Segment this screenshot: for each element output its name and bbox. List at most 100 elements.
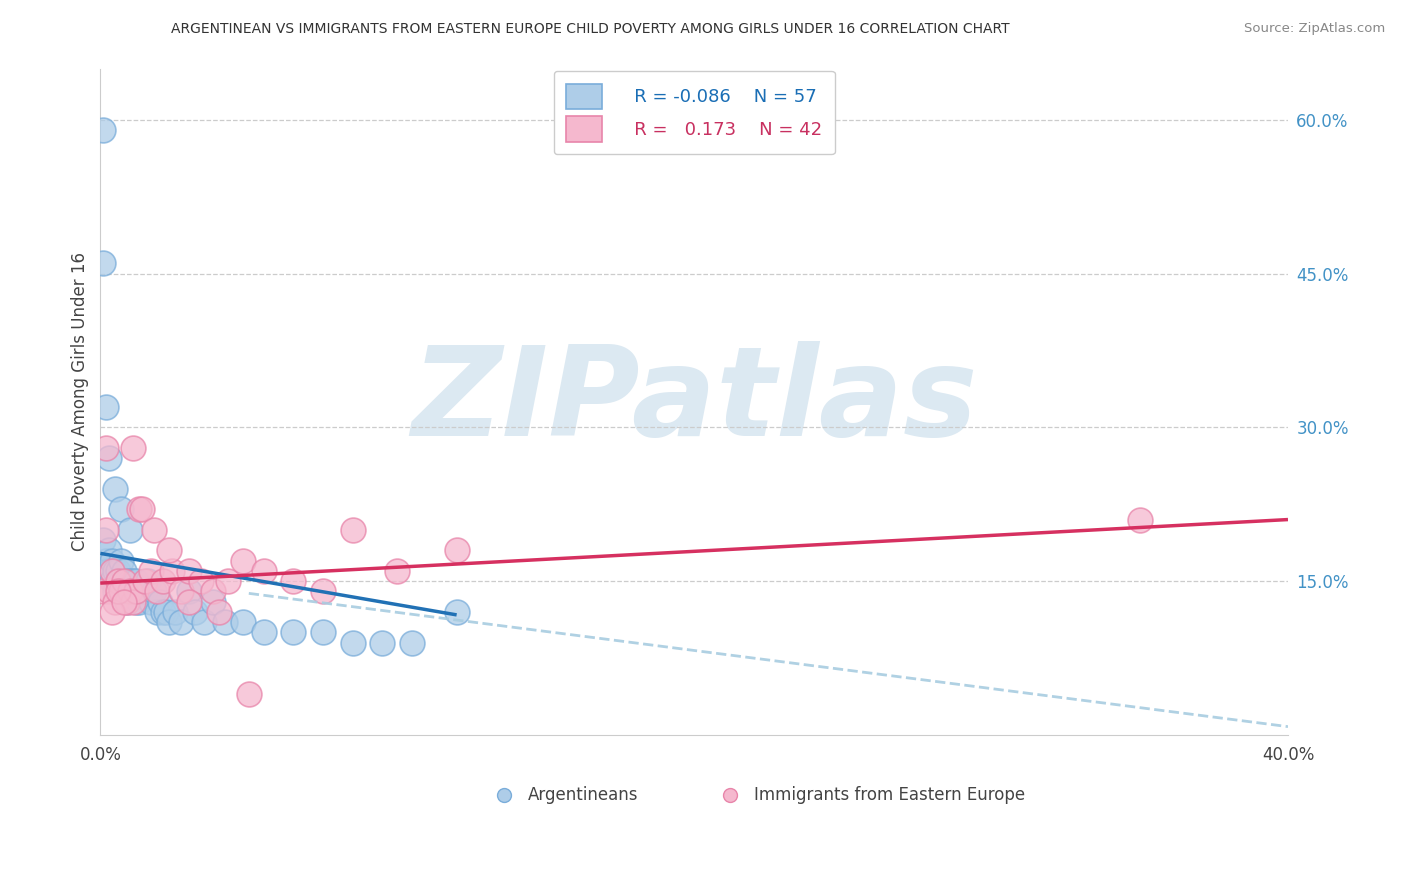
Point — [446, 605, 468, 619]
Point — [118, 584, 141, 599]
Point — [142, 584, 165, 599]
Point — [112, 584, 135, 599]
Point — [110, 574, 132, 588]
Point — [139, 594, 162, 608]
Point — [152, 605, 174, 619]
Point — [131, 502, 153, 516]
Point — [98, 584, 121, 599]
Point — [98, 564, 121, 578]
Point — [253, 564, 276, 578]
Point — [118, 584, 141, 599]
Point — [104, 564, 127, 578]
Point — [446, 543, 468, 558]
Point — [238, 687, 260, 701]
Point — [101, 553, 124, 567]
Point — [134, 584, 156, 599]
Point — [125, 594, 148, 608]
Point — [1098, 820, 1121, 834]
Text: Source: ZipAtlas.com: Source: ZipAtlas.com — [1244, 22, 1385, 36]
Point — [101, 605, 124, 619]
Point — [91, 533, 114, 547]
Text: Immigrants from Eastern Europe: Immigrants from Eastern Europe — [754, 786, 1025, 804]
Point — [115, 594, 138, 608]
Point — [157, 543, 180, 558]
Point — [104, 584, 127, 599]
Point — [107, 574, 129, 588]
Point — [96, 564, 118, 578]
Point — [91, 123, 114, 137]
Point — [112, 594, 135, 608]
Point — [98, 451, 121, 466]
Point — [193, 615, 215, 629]
Point — [107, 564, 129, 578]
Point — [283, 574, 305, 588]
Point — [104, 482, 127, 496]
Point — [104, 594, 127, 608]
Point — [125, 584, 148, 599]
Point — [217, 574, 239, 588]
Point — [1128, 512, 1150, 526]
Point — [342, 635, 364, 649]
Point — [91, 584, 114, 599]
Point — [312, 584, 335, 599]
Point — [312, 625, 335, 640]
Point — [163, 605, 186, 619]
Point — [169, 615, 191, 629]
Point — [283, 625, 305, 640]
Point — [112, 564, 135, 578]
Point — [145, 584, 167, 599]
Point — [208, 605, 231, 619]
Point — [122, 441, 145, 455]
Point — [110, 584, 132, 599]
Point — [91, 256, 114, 270]
Point — [214, 615, 236, 629]
Point — [160, 564, 183, 578]
Point — [98, 543, 121, 558]
Point — [115, 594, 138, 608]
Point — [96, 553, 118, 567]
Point — [128, 502, 150, 516]
Point — [96, 523, 118, 537]
Point — [118, 574, 141, 588]
Point — [139, 564, 162, 578]
Point — [179, 594, 201, 608]
Text: ARGENTINEAN VS IMMIGRANTS FROM EASTERN EUROPE CHILD POVERTY AMONG GIRLS UNDER 16: ARGENTINEAN VS IMMIGRANTS FROM EASTERN E… — [172, 22, 1010, 37]
Point — [115, 574, 138, 588]
Point — [190, 574, 212, 588]
Point — [131, 584, 153, 599]
Point — [169, 584, 191, 599]
Point — [157, 615, 180, 629]
Point — [232, 615, 254, 629]
Point — [96, 441, 118, 455]
Point — [232, 553, 254, 567]
Point — [107, 584, 129, 599]
Point — [110, 553, 132, 567]
Text: Argentineans: Argentineans — [527, 786, 638, 804]
Point — [134, 574, 156, 588]
Point — [110, 502, 132, 516]
Legend:    R = -0.086    N = 57,    R =   0.173    N = 42: R = -0.086 N = 57, R = 0.173 N = 42 — [554, 70, 835, 154]
Y-axis label: Child Poverty Among Girls Under 16: Child Poverty Among Girls Under 16 — [72, 252, 89, 551]
Point — [202, 584, 225, 599]
Point — [122, 574, 145, 588]
Point — [101, 574, 124, 588]
Point — [387, 564, 409, 578]
Point — [128, 594, 150, 608]
Point — [142, 523, 165, 537]
Point — [101, 564, 124, 578]
Point — [152, 574, 174, 588]
Point — [128, 584, 150, 599]
Point — [184, 605, 207, 619]
Point — [145, 605, 167, 619]
Point — [155, 605, 177, 619]
Point — [107, 574, 129, 588]
Point — [112, 574, 135, 588]
Point — [122, 584, 145, 599]
Point — [371, 635, 394, 649]
Point — [122, 594, 145, 608]
Point — [96, 400, 118, 414]
Point — [253, 625, 276, 640]
Point — [179, 584, 201, 599]
Point — [118, 523, 141, 537]
Point — [125, 574, 148, 588]
